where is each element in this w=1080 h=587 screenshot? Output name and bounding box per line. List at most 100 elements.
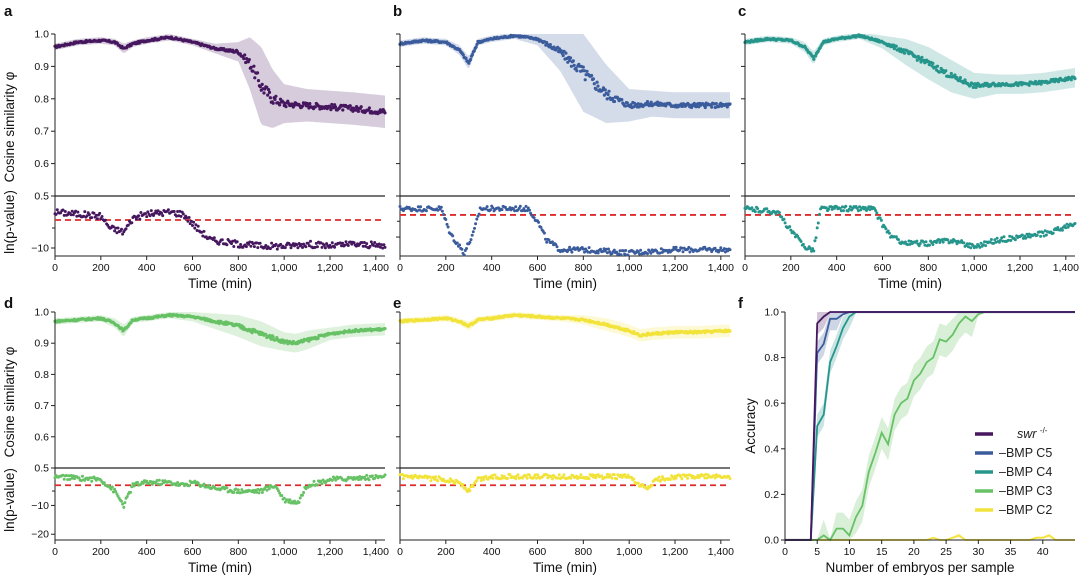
legend-label: –BMP C5	[999, 446, 1052, 460]
pvalue-point	[681, 250, 685, 254]
pvalue-point	[999, 238, 1002, 242]
pvalue-point	[429, 479, 433, 483]
y-tick-label: 1.0	[34, 307, 49, 319]
pvalue-point	[249, 244, 253, 248]
pvalue-point	[815, 226, 819, 230]
pvalue-point	[192, 220, 196, 224]
data-point	[920, 55, 924, 59]
data-point	[279, 340, 283, 344]
pvalue-point	[89, 476, 92, 480]
pvalue-point	[659, 247, 663, 251]
pvalue-point	[470, 233, 474, 237]
pvalue-point	[671, 248, 675, 252]
pvalue-point	[615, 477, 619, 481]
pvalue-point	[722, 247, 726, 251]
pvalue-point	[587, 477, 591, 481]
data-point	[605, 97, 609, 101]
pvalue-point	[612, 473, 616, 477]
pvalue-point	[115, 231, 119, 235]
data-point	[267, 88, 271, 92]
pvalue-point	[200, 230, 204, 234]
pvalue-point	[887, 231, 891, 235]
pvalue-point	[283, 500, 287, 504]
data-point	[603, 88, 607, 92]
pvalue-point	[1041, 231, 1045, 235]
data-point	[629, 103, 633, 107]
pvalue-point	[605, 472, 609, 476]
data-point	[258, 85, 262, 89]
data-point	[1039, 82, 1043, 86]
pvalue-point	[489, 208, 492, 212]
data-point	[728, 102, 732, 106]
data-point	[467, 61, 471, 65]
pvalue-point	[624, 249, 628, 252]
pvalue-point	[301, 493, 304, 497]
x-tick-label: 1,400	[708, 546, 734, 558]
x-axis-label: Time (min)	[878, 276, 942, 291]
panel-letter: d	[4, 295, 13, 312]
pvalue-point	[239, 243, 243, 246]
pvalue-point	[312, 479, 316, 483]
x-tick-label: 800	[230, 546, 248, 558]
pvalue-point	[100, 215, 104, 218]
pvalue-point	[596, 251, 600, 255]
pvalue-point	[968, 242, 972, 246]
pvalue-point	[311, 483, 315, 487]
x-tick-label: 200	[437, 262, 455, 274]
data-point	[649, 100, 653, 104]
pvalue-point	[148, 214, 152, 218]
pvalue-point	[978, 245, 982, 249]
pvalue-point	[319, 479, 323, 483]
pvalue-point	[668, 478, 672, 481]
pvalue-point	[235, 240, 239, 244]
pvalue-point	[276, 489, 280, 493]
pvalue-point	[207, 484, 210, 487]
data-point	[568, 56, 573, 60]
x-tick-label: 0	[782, 546, 788, 558]
pvalue-point	[685, 473, 688, 477]
data-point	[953, 73, 957, 77]
pvalue-point	[813, 239, 817, 243]
pvalue-point	[90, 479, 94, 483]
pvalue-point	[120, 227, 123, 231]
x-tick-label: 800	[920, 262, 938, 274]
data-point	[1053, 80, 1057, 84]
pvalue-point	[537, 220, 541, 224]
data-point	[256, 79, 261, 83]
pvalue-point	[542, 231, 546, 235]
pvalue-point	[201, 234, 205, 238]
pvalue-point	[619, 253, 623, 257]
pvalue-point	[965, 242, 969, 246]
data-point	[552, 45, 556, 49]
pvalue-point	[931, 243, 935, 246]
pvalue-point	[818, 212, 821, 216]
panel-a: a 1.0 0.9 0.8 0.7 0.6 0.5 −100 200 400 600 800 1,000…	[2, 3, 389, 291]
data-point	[930, 64, 934, 68]
pvalue-point	[160, 482, 164, 486]
pvalue-point	[436, 479, 440, 483]
pvalue-point	[102, 481, 106, 485]
pvalue-point	[111, 225, 115, 229]
pvalue-point	[400, 473, 404, 476]
pvalue-point	[181, 212, 185, 216]
pvalue-point	[365, 242, 369, 246]
pvalue-point	[728, 248, 732, 252]
pvalue-point	[523, 209, 527, 213]
data-point	[591, 77, 596, 81]
pvalue-point	[362, 241, 366, 244]
pvalue-point	[586, 250, 590, 254]
pvalue-point	[992, 241, 996, 245]
x-tick-label: 200	[437, 546, 455, 558]
pvalue-point	[330, 478, 334, 482]
x-tick-label: 1,200	[1007, 262, 1033, 274]
pvalue-point	[626, 473, 630, 477]
data-point	[714, 102, 718, 106]
pvalue-point	[878, 216, 882, 220]
pvalue-point	[61, 208, 65, 212]
data-point	[383, 327, 387, 331]
pvalue-point	[67, 474, 71, 478]
pvalue-point	[437, 205, 441, 209]
x-axis-label: Time (min)	[533, 276, 597, 291]
pvalue-point	[120, 499, 123, 503]
data-point	[260, 82, 264, 86]
